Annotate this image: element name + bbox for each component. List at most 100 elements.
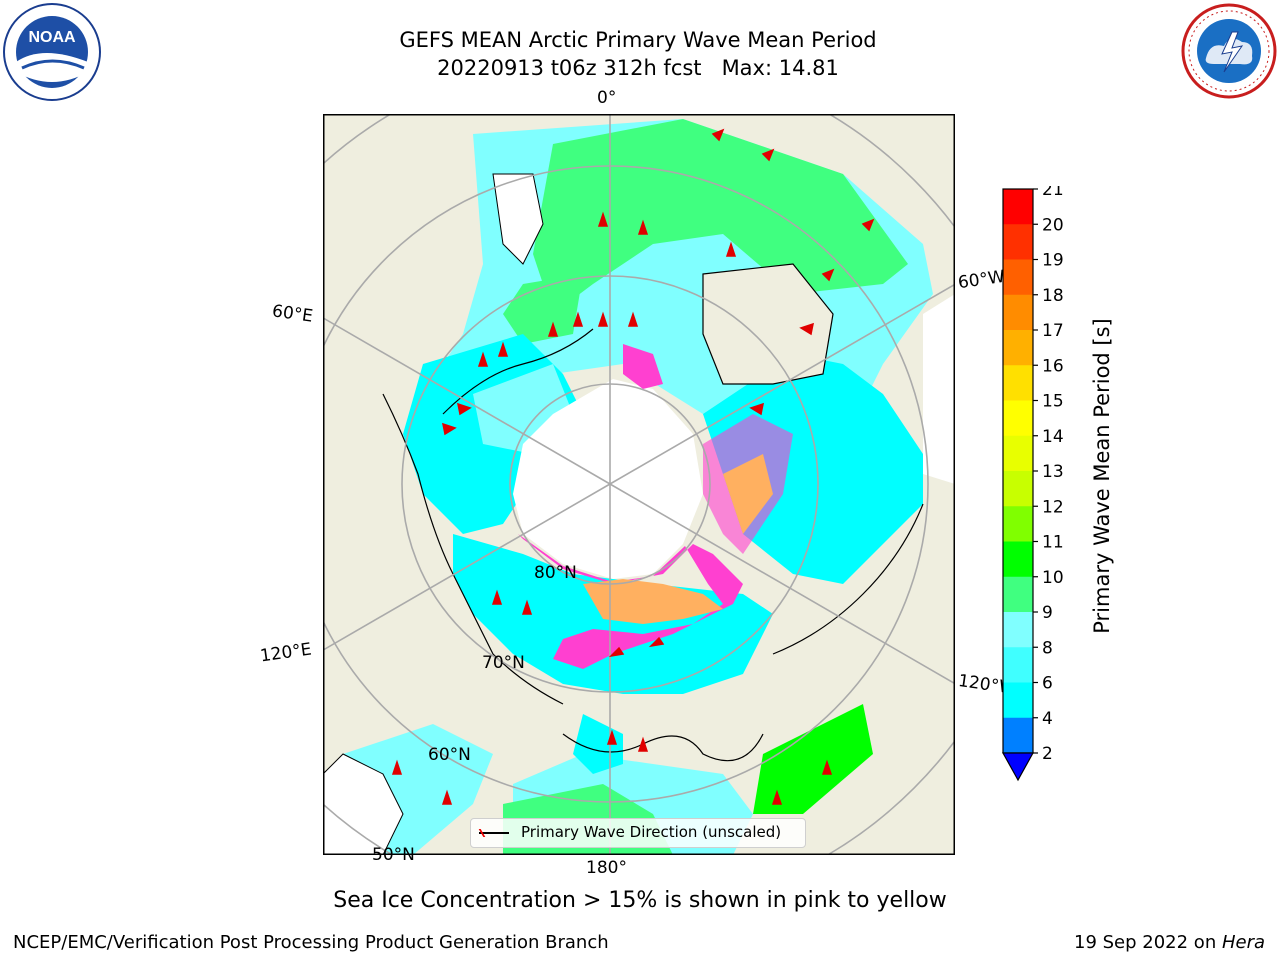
scandinavia-snow [492, 173, 544, 265]
colorbar-tick-label: 19 [1042, 251, 1064, 271]
wave-arrow [821, 268, 835, 282]
meridian-120e [323, 483, 611, 652]
parallel-label-60n: 60°N [428, 745, 471, 765]
legend-label: Primary Wave Direction (unscaled) [521, 823, 782, 841]
wave-arrow [497, 341, 509, 357]
wave-arrow [521, 599, 533, 615]
footer-date-text: 19 Sep 2022 on [1074, 932, 1222, 953]
colorbar-tick-label: 8 [1042, 638, 1053, 658]
parallel-label-80n: 80°N [534, 563, 577, 583]
footer-machine: Hera [1221, 932, 1265, 953]
wave-arrow [711, 128, 725, 142]
meridian-label-60e: 60°E [270, 301, 315, 327]
graticule [323, 114, 955, 855]
sea-ice-edge-pink [518, 534, 743, 669]
colorbar-tick-label: 21 [1042, 186, 1064, 200]
wave-arrow [861, 218, 875, 232]
sea-ice-orange [583, 579, 723, 624]
asia-snow [323, 753, 404, 855]
wave-arrow [648, 636, 665, 648]
coastline-eurasia [442, 328, 594, 415]
colorbar-cell [1003, 647, 1033, 683]
colorbar-cell [1003, 612, 1033, 648]
wave-arrow [637, 736, 649, 752]
colorbar-canvas: 21 20 19 18 17 16 15 14 13 12 11 10 9 8 6 4 2 [1001, 180, 1064, 782]
colorbar-cell [1003, 682, 1033, 719]
coastline-north-america [772, 503, 924, 655]
meridian-60e [323, 316, 611, 485]
colorbar-tick-label: 17 [1042, 321, 1064, 341]
colorbar-ticks: 21 20 19 18 17 16 15 14 13 12 11 10 9 8 6 4 2 [1033, 180, 1064, 764]
colorbar-tick-label: 11 [1042, 533, 1064, 553]
colorbar-tick-label: 10 [1042, 568, 1064, 588]
colorbar-cell [1003, 365, 1033, 401]
atlantic-high-period-region [533, 119, 908, 314]
wave-direction-arrows [391, 128, 875, 805]
wave-arrow [606, 729, 618, 745]
meridian-label-120e: 120°E [258, 639, 313, 667]
colorbar-tick-label: 16 [1042, 356, 1064, 376]
wave-arrow [637, 219, 649, 235]
colorbar-title-text: Primary Wave Mean Period [s] [1090, 318, 1114, 634]
colorbar-tick-label: 14 [1042, 427, 1064, 447]
colorbar-tick-label: 6 [1042, 674, 1053, 694]
colorbar-tick-label: 13 [1042, 462, 1064, 482]
colorbar-cell [1003, 294, 1033, 331]
meridian-120w [609, 483, 955, 685]
wave-arrow [477, 351, 489, 367]
colorbar-cell [1003, 717, 1033, 754]
wave-arrow [391, 759, 403, 775]
colorbar-cell [1003, 224, 1033, 260]
wave-arrow [821, 759, 833, 775]
wave-arrow [572, 311, 584, 327]
meridian-label-180: 180° [586, 858, 627, 878]
chart-title: GEFS MEAN Arctic Primary Wave Mean Perio… [399, 28, 877, 52]
chart-subtitle: 20220913 t06z 312h fcst Max: 14.81 [437, 56, 839, 80]
nws-logo [1181, 3, 1277, 99]
wave-arrow [799, 322, 814, 336]
colorbar-title: Primary Wave Mean Period [s] [1082, 286, 1122, 666]
colorbar-cell [1003, 400, 1033, 437]
wave-arrow [457, 402, 472, 416]
svalbard-ice [623, 344, 663, 389]
colorbar-cell [1003, 471, 1033, 507]
meridian-label-60w: 60°W [956, 266, 1007, 294]
sea-ice-note: Sea Ice Concentration > 15% is shown in … [333, 888, 947, 913]
north-america-snow [923, 294, 955, 484]
archipelago-orange-ice [723, 454, 773, 534]
parallel-label-70n: 70°N [482, 653, 525, 673]
arctic-map [323, 114, 955, 855]
colorbar-tick-label: 18 [1042, 286, 1064, 306]
coastline-bering [562, 733, 764, 762]
colorbar-tick-label: 9 [1042, 603, 1053, 623]
meridian-label-0: 0° [597, 88, 617, 108]
colorbar-cell [1003, 189, 1033, 225]
colorbar-cell [1003, 506, 1033, 542]
colorbar-tick-label: 12 [1042, 497, 1064, 517]
wave-arrow [597, 311, 609, 327]
colorbar-cells [1003, 189, 1033, 754]
wave-arrow [725, 241, 737, 257]
wave-arrow [608, 646, 625, 658]
central-arctic-ice [513, 379, 703, 579]
wave-arrow [547, 321, 559, 337]
map-frame [323, 114, 955, 855]
colorbar-cell [1003, 576, 1033, 613]
meridian-60w [609, 283, 955, 485]
wave-arrow [749, 402, 764, 416]
colorbar-tick-label: 15 [1042, 392, 1064, 412]
wave-arrow [441, 789, 453, 805]
noaa-logo: NOAA [3, 3, 101, 101]
wave-arrow [771, 789, 783, 805]
colorbar-tick-label: 20 [1042, 215, 1064, 235]
colorbar-cell [1003, 435, 1033, 472]
svg-text:NOAA: NOAA [28, 29, 76, 46]
colorbar: 21 20 19 18 17 16 15 14 13 12 11 10 9 8 6 4 2 [1000, 180, 1080, 786]
norwegian-sea-green [503, 274, 583, 344]
wave-arrow [597, 211, 609, 227]
colorbar-extend-arrow [1001, 752, 1035, 782]
legend-arrow-swatch [479, 832, 509, 834]
footer-date: 19 Sep 2022 on Hera [1074, 932, 1265, 953]
wave-arrow [627, 311, 639, 327]
colorbar-cell [1003, 330, 1033, 366]
